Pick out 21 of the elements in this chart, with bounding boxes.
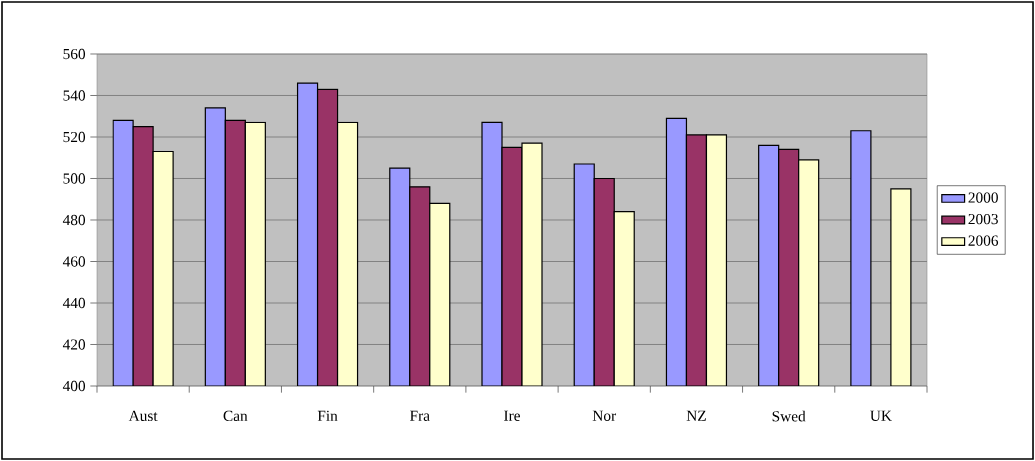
y-tick-label: 540	[63, 90, 86, 101]
y-tick-label: 420	[62, 339, 86, 350]
x-tick-label: Fin	[317, 410, 338, 421]
legend-label: 2006	[968, 235, 999, 246]
y-tick-label: 400	[62, 380, 86, 392]
legend-label: 2000	[968, 192, 998, 203]
y-tick-label: 480	[62, 214, 86, 226]
y-tick-label: 440	[62, 297, 86, 309]
y-tick-label: 560	[63, 48, 86, 60]
x-tick-label: Aust	[128, 410, 158, 421]
y-tick-label: 460	[62, 256, 86, 267]
y-tick-label: 520	[63, 131, 86, 143]
x-tick-label: Ire	[504, 410, 520, 421]
legend-label: 2003	[968, 213, 998, 225]
x-tick-label: Swed	[772, 410, 806, 422]
x-tick-label: Fra	[410, 410, 430, 421]
y-tick-label: 500	[63, 173, 86, 184]
x-tick-label: NZ	[686, 410, 706, 421]
x-tick-label: Can	[223, 410, 248, 422]
x-tick-label: UK	[870, 410, 892, 421]
x-tick-label: Nor	[592, 410, 617, 421]
